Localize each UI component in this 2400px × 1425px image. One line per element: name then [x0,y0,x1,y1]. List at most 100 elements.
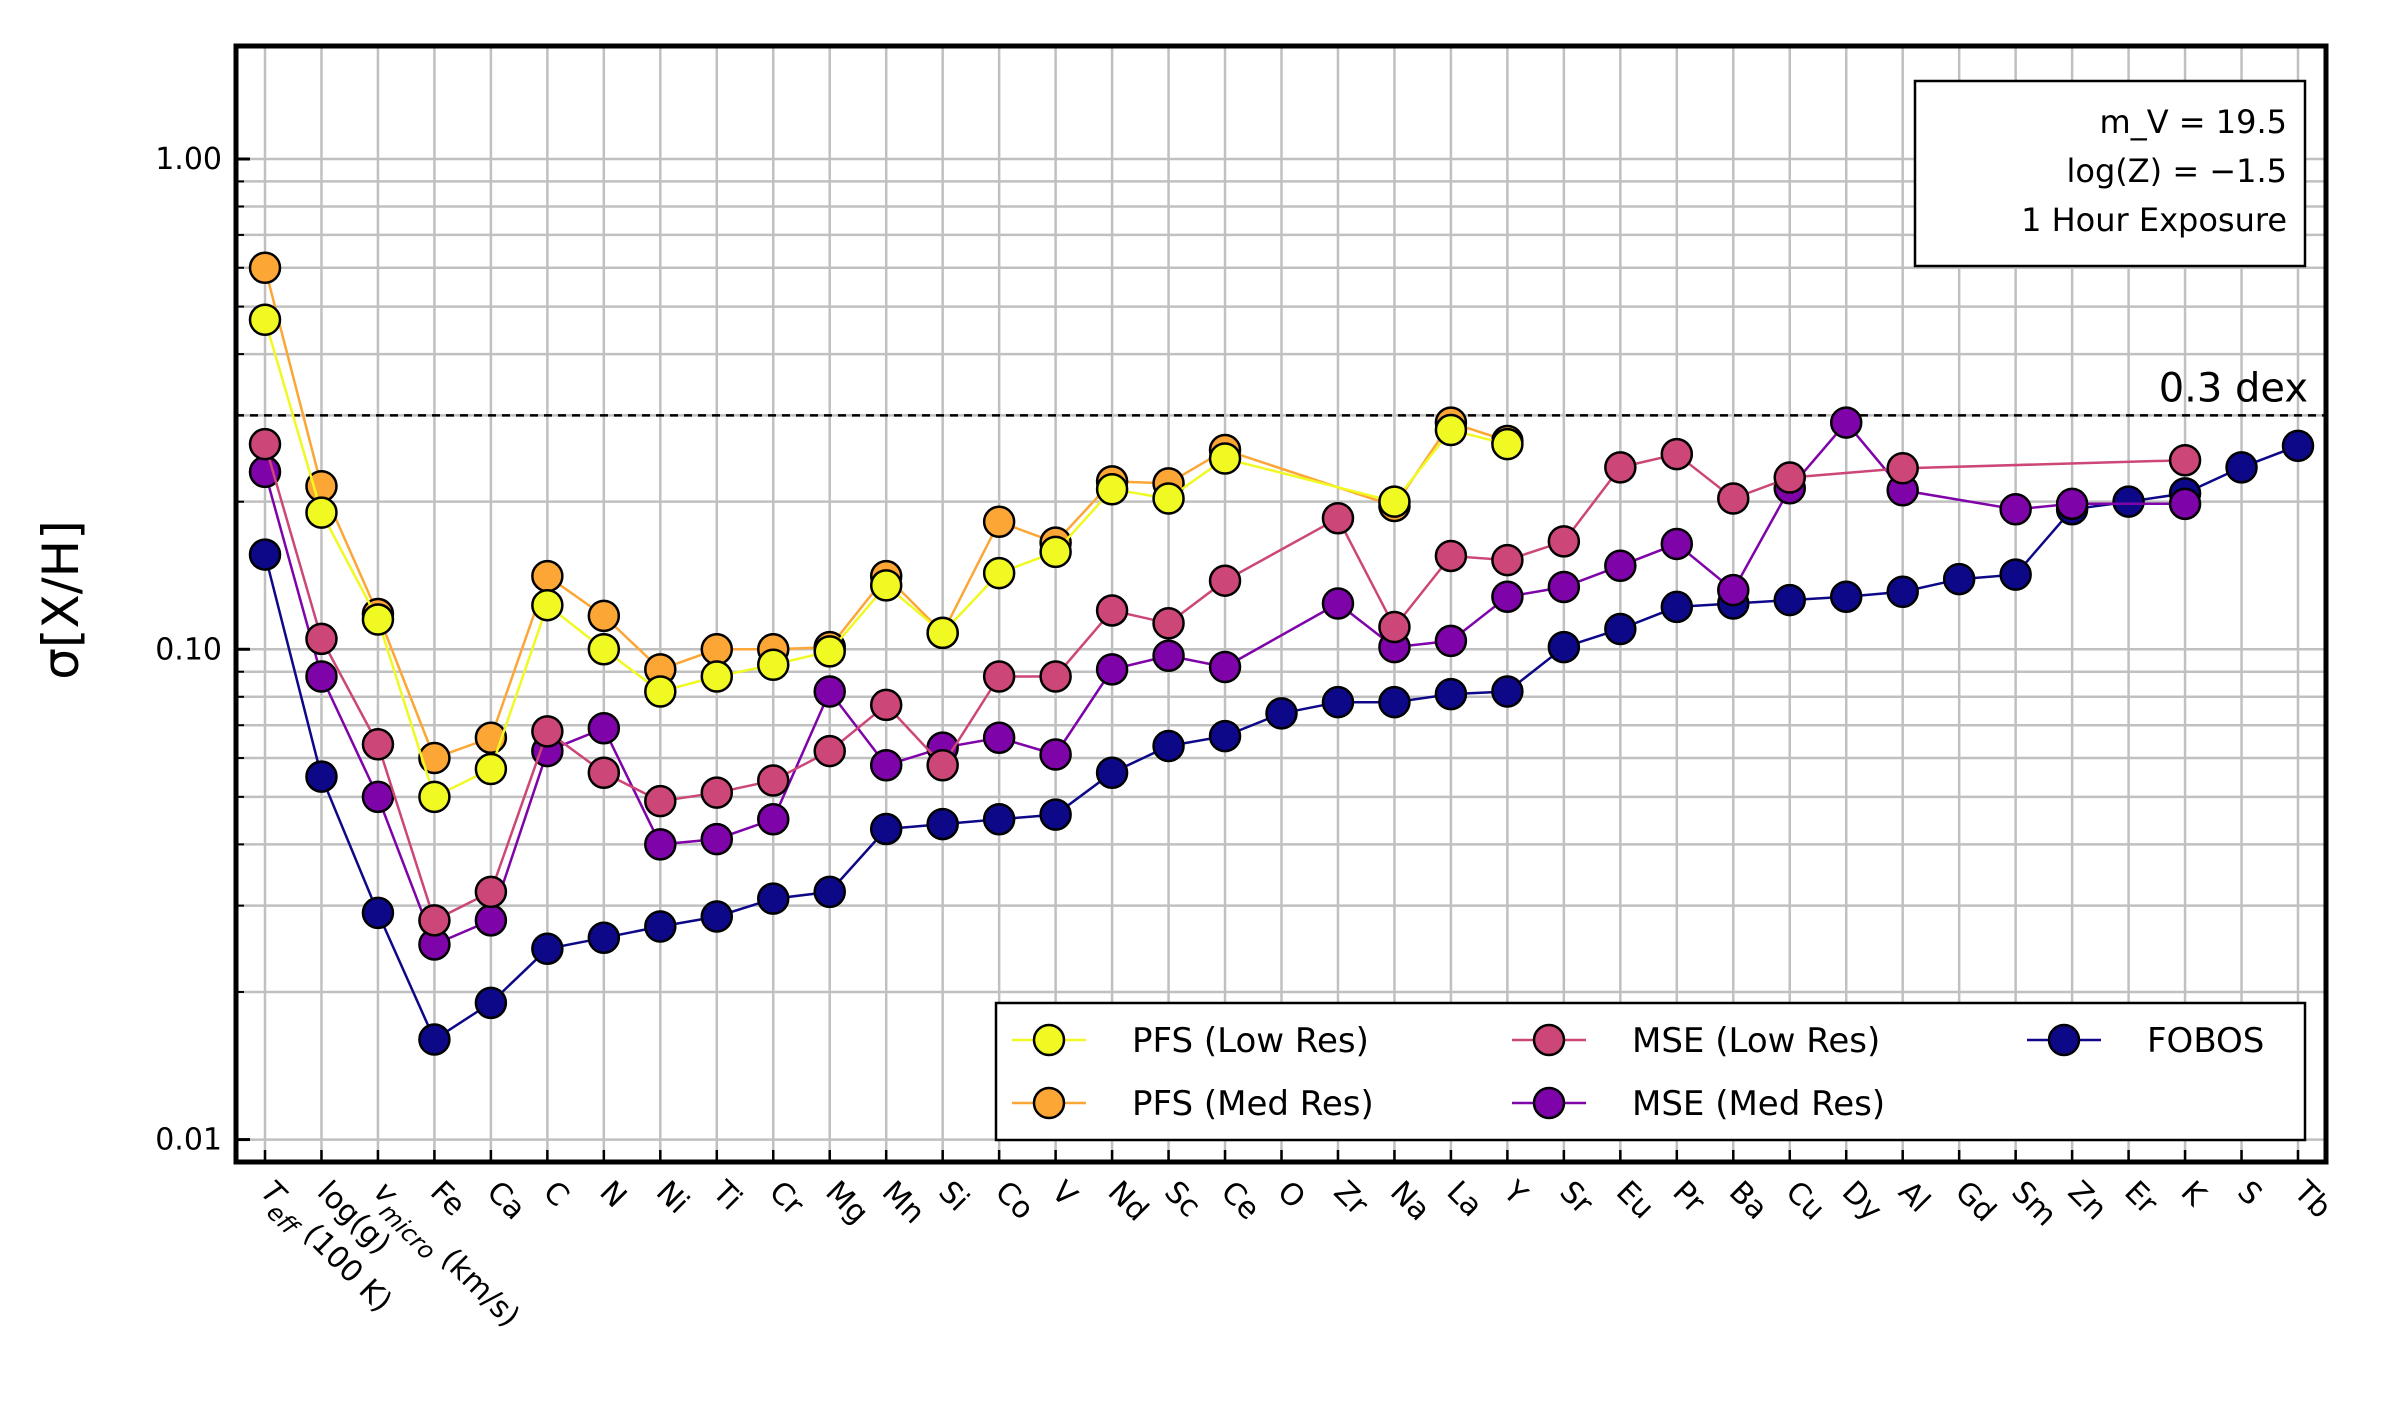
data-point [1717,482,1750,515]
data-point [418,741,451,775]
legend-label: MSE (Med Res) [1632,1084,1885,1124]
data-point [1886,452,1919,485]
data-point [869,812,903,846]
series-pfs-low-res [248,303,1524,814]
data-point [1208,719,1242,753]
data-point [1095,653,1129,686]
annotation-metallicity: log(Z) = −1.5 [2066,152,2287,190]
data-point [813,635,846,668]
data-point [2168,487,2202,521]
data-point [1547,525,1581,558]
data-point [1039,535,1072,569]
data-point [305,660,338,693]
data-point [700,660,734,693]
data-point [1208,442,1242,475]
data-point [474,752,508,786]
data-point [305,496,338,529]
data-point [644,784,677,818]
data-point [474,904,508,937]
reference-line-label: 0.3 dex [2159,365,2308,411]
data-point [644,828,677,861]
data-point [1095,473,1129,506]
data-point [1208,564,1242,597]
data-point [2281,429,2315,463]
grid-lines [236,46,2326,1162]
legend-item: MSE (Low Res) [1512,1021,1880,1061]
data-point [587,633,621,666]
data-point [1039,660,1072,693]
data-point [1208,650,1242,684]
data-point [1039,738,1072,771]
data-point [1717,573,1750,607]
data-point [1999,493,2032,526]
data-point [757,764,790,797]
data-point [1886,575,1919,609]
data-point [1434,413,1468,447]
legend-marker [1532,1086,1566,1120]
data-point [1095,594,1129,627]
legend-item: FOBOS [2027,1021,2264,1061]
legend-marker [1532,1023,1566,1057]
data-point [1265,697,1298,730]
data-point [926,807,959,841]
data-point [418,904,451,937]
y-tick-label: 1.00 [155,142,222,177]
data-point [248,427,282,461]
legend-label: FOBOS [2147,1021,2264,1061]
data-point [1039,798,1072,831]
y-tick-labels: 0.01 0.10 1.00 [155,142,222,1158]
data-point [1829,580,1863,613]
data-point [1547,630,1581,664]
data-point [1829,406,1863,439]
data-point [531,588,564,622]
data-point [982,803,1016,836]
data-point [1434,539,1468,573]
data-point [1378,685,1411,719]
annotation-frame [1913,79,2307,268]
data-point [587,599,621,633]
data-point [1491,427,1524,461]
data-point [248,538,282,571]
annotation-box: m_V = 19.5 log(Z) = −1.5 1 Hour Exposure [1913,79,2307,268]
data-point [982,556,1016,590]
data-point [361,728,395,761]
data-point [757,803,790,836]
data-point [1491,675,1524,708]
data-point [1773,583,1806,617]
data-point [1152,482,1185,515]
legend-marker [1032,1086,1066,1120]
data-point [1491,580,1524,613]
annotation-exposure: 1 Hour Exposure [2021,201,2287,239]
data-point [1152,607,1185,640]
data-point [1660,590,1694,624]
data-point [1378,610,1411,644]
data-point [700,822,734,856]
data-point [757,648,790,681]
data-point [474,875,508,909]
data-point [248,251,282,285]
data-point [1434,624,1468,658]
data-point [248,303,282,337]
data-point [1604,451,1637,484]
data-point [361,780,395,814]
data-point [813,675,846,708]
data-point [700,776,734,809]
data-point [644,910,677,943]
y-tick-label: 0.01 [155,1123,222,1158]
data-point [361,603,395,636]
legend-item: MSE (Med Res) [1512,1084,1885,1124]
data-point [531,559,564,593]
series-mse-low-res [248,427,2202,937]
data-point [813,875,846,909]
legend-marker [2047,1023,2081,1057]
data-point [2055,487,2089,521]
data-point [1942,562,1976,596]
data-point [982,505,1016,539]
data-point [1321,502,1355,535]
data-point [1378,485,1411,518]
data-point [361,896,395,930]
data-point [2168,443,2202,477]
data-point [1773,461,1806,494]
y-tick-label: 0.10 [155,632,222,667]
data-point [700,633,734,666]
